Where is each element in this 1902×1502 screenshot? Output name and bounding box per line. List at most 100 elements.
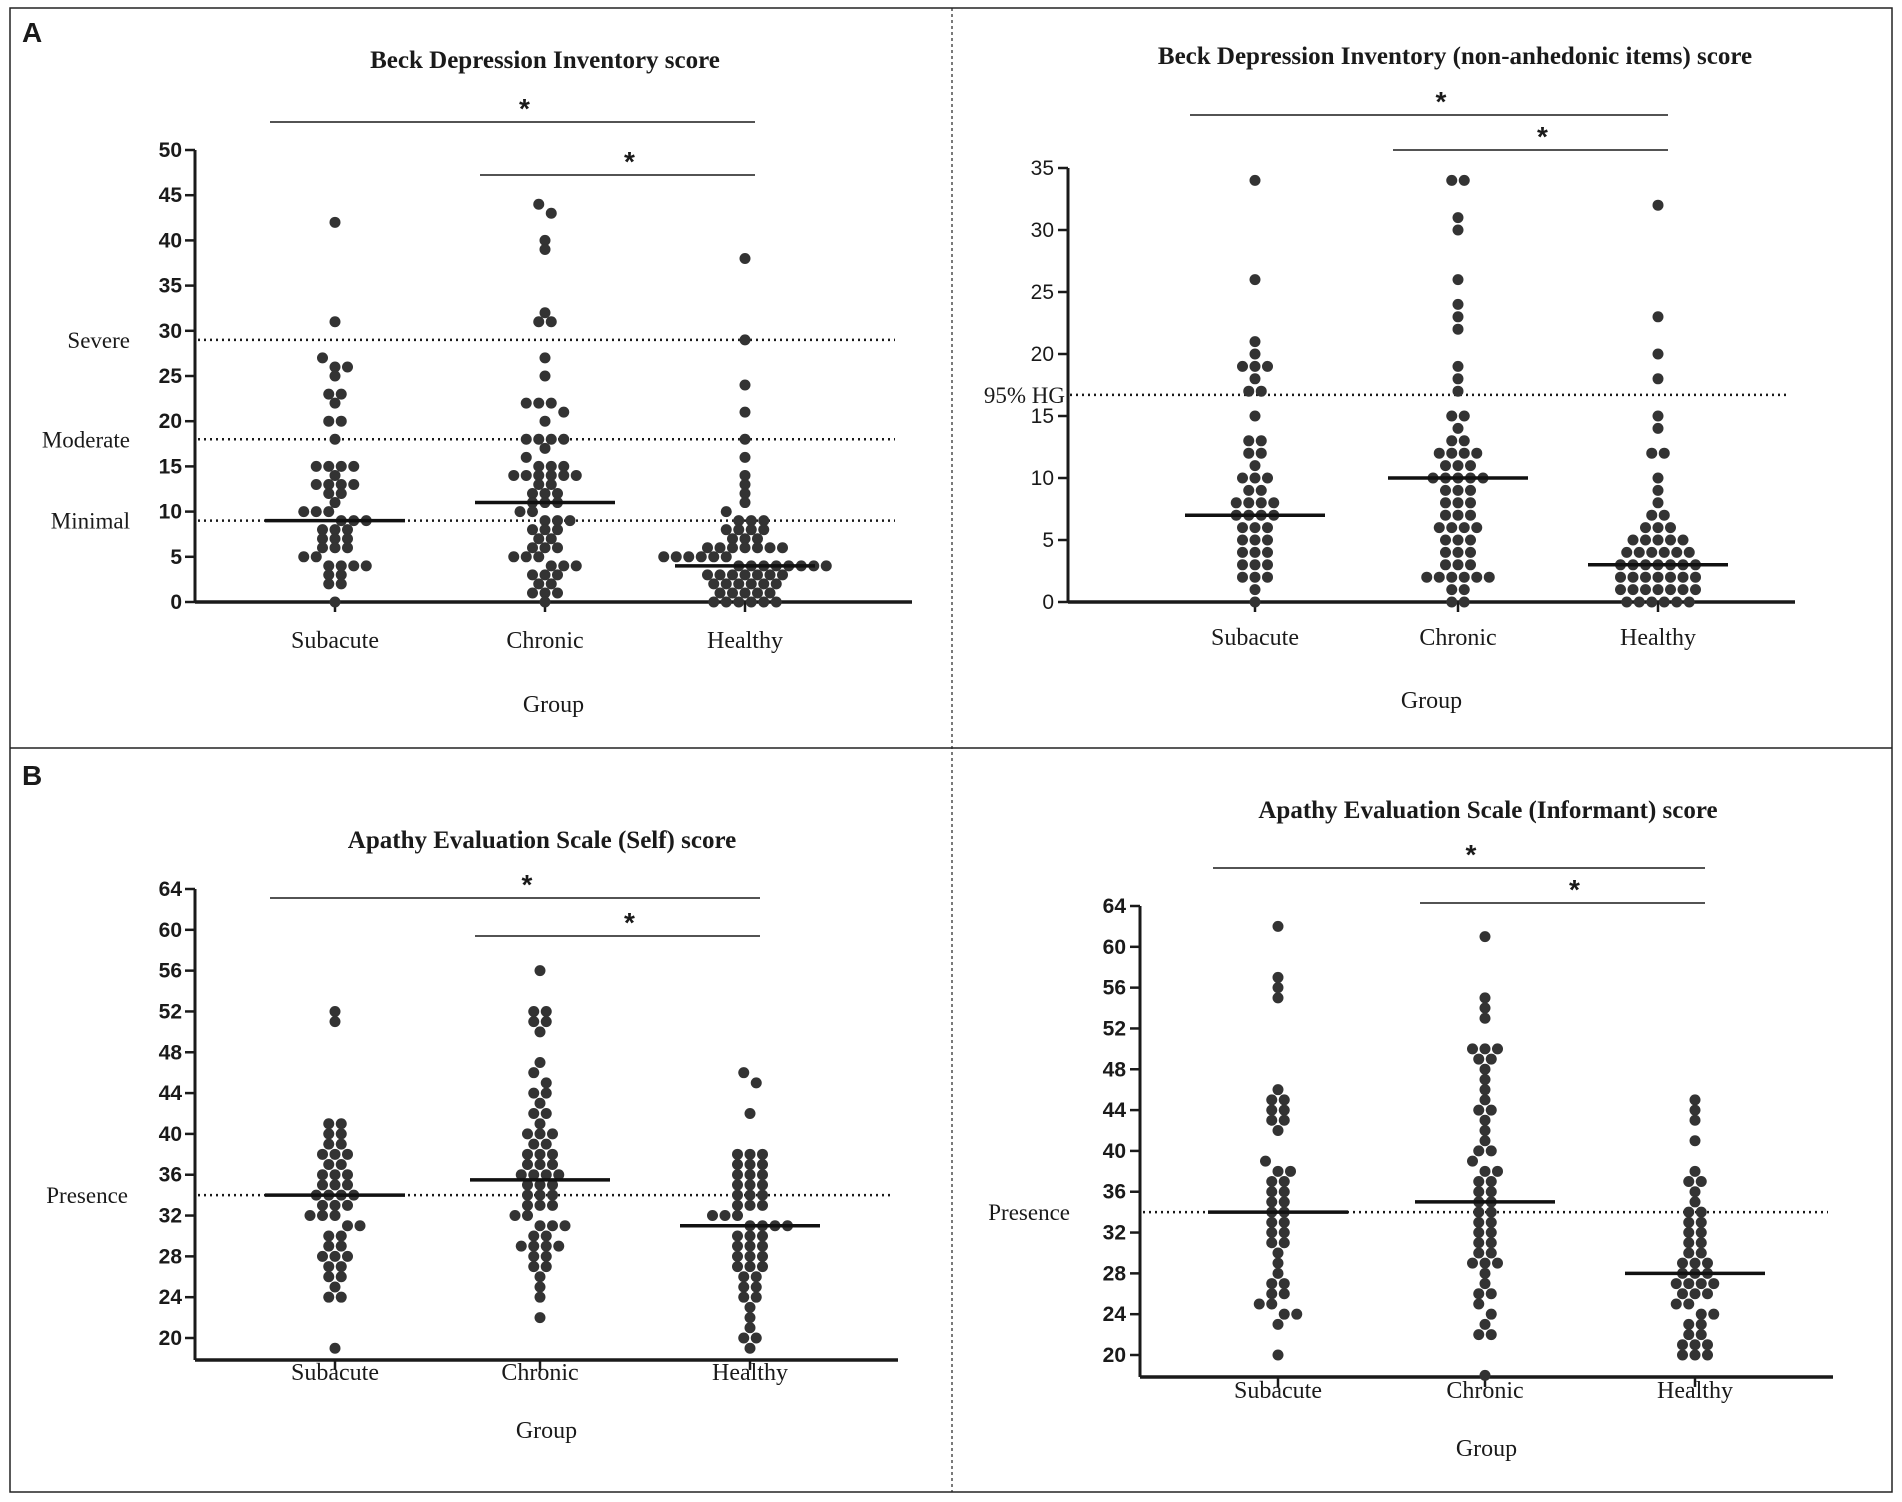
data-point: [323, 1128, 335, 1140]
data-point: [1485, 1053, 1497, 1065]
data-point: [540, 1240, 552, 1252]
data-point: [329, 1250, 341, 1262]
data-point: [533, 578, 545, 590]
data-point: [1652, 422, 1664, 434]
x-axis-label: Group: [516, 1418, 577, 1444]
data-point: [1702, 1257, 1713, 1269]
data-point: [1446, 447, 1458, 459]
data-point: [317, 1250, 328, 1262]
data-point: [522, 1199, 533, 1211]
data-point: [727, 569, 738, 581]
data-point: [539, 415, 551, 427]
data-point: [533, 198, 545, 210]
data-point: [658, 551, 670, 563]
data-point: [1278, 1196, 1290, 1208]
data-point: [1479, 1135, 1491, 1147]
data-point: [1615, 584, 1626, 596]
data-point: [323, 1240, 335, 1252]
chart-title: Apathy Evaluation Scale (Self) score: [348, 827, 736, 854]
y-tick-label: 10: [1031, 467, 1054, 490]
data-point: [342, 524, 353, 536]
data-point: [750, 1077, 762, 1089]
figure-frame: [9, 7, 1893, 1493]
significance-label: *: [522, 869, 533, 900]
data-point: [1683, 1318, 1695, 1330]
data-point: [1652, 311, 1664, 323]
data-point: [1452, 311, 1464, 323]
data-point: [545, 578, 557, 590]
data-point: [1278, 1216, 1290, 1228]
data-point: [732, 1240, 743, 1252]
data-point: [527, 542, 538, 554]
data-point: [317, 1169, 328, 1181]
data-point: [329, 1199, 341, 1211]
data-point: [750, 1291, 762, 1303]
data-point: [744, 1159, 756, 1171]
data-point: [670, 551, 682, 563]
data-point: [708, 578, 720, 590]
data-point: [1708, 1278, 1720, 1290]
data-point: [323, 478, 335, 490]
data-point: [777, 569, 788, 581]
data-point: [1452, 323, 1464, 335]
data-point: [520, 469, 532, 481]
data-point: [1249, 546, 1261, 558]
data-point: [1695, 1329, 1707, 1341]
data-point: [508, 551, 520, 563]
data-point: [1671, 546, 1683, 558]
data-point: [757, 1250, 768, 1262]
data-point: [534, 1159, 546, 1171]
data-point: [1452, 559, 1464, 571]
data-point: [1479, 931, 1491, 943]
data-point: [1266, 1288, 1278, 1300]
data-point: [1652, 484, 1664, 496]
data-point: [750, 1271, 762, 1283]
data-point: [1465, 534, 1476, 546]
y-tick-label: 5: [170, 546, 182, 569]
data-point: [752, 569, 763, 581]
data-point: [1483, 571, 1495, 583]
reference-line-label: 95% HG: [984, 383, 1065, 408]
data-point: [1237, 559, 1248, 571]
significance-label: *: [1537, 121, 1548, 152]
data-point: [547, 1148, 558, 1160]
y-tick-label: 64: [159, 878, 183, 901]
data-point: [533, 551, 545, 563]
x-axis-label: Group: [523, 692, 584, 718]
data-point: [1249, 410, 1261, 422]
data-point: [1433, 447, 1445, 459]
data-point: [1243, 484, 1255, 496]
data-point: [1467, 1155, 1478, 1167]
data-point: [727, 587, 738, 599]
data-point: [1266, 1227, 1278, 1239]
data-point: [1646, 546, 1658, 558]
data-point: [534, 1199, 546, 1211]
data-point: [329, 433, 341, 445]
y-tick-label: 32: [1103, 1222, 1126, 1245]
data-point: [342, 1169, 353, 1181]
data-point: [732, 1199, 743, 1211]
data-point: [1665, 584, 1676, 596]
data-point: [1695, 1216, 1707, 1228]
data-point: [539, 352, 551, 364]
data-point: [317, 1199, 328, 1211]
data-point: [564, 515, 576, 527]
data-point: [733, 524, 745, 536]
data-point: [1689, 1288, 1701, 1300]
data-point: [1652, 410, 1664, 422]
data-point: [540, 1261, 552, 1273]
data-point: [1249, 571, 1261, 583]
data-point: [702, 569, 713, 581]
data-point: [534, 1056, 546, 1068]
data-point: [1440, 534, 1451, 546]
y-tick-label: 30: [1031, 219, 1054, 242]
data-point: [1253, 1298, 1265, 1310]
data-point: [1440, 497, 1451, 509]
y-tick-label: 45: [159, 184, 183, 207]
data-point: [335, 560, 347, 572]
data-point: [1652, 584, 1664, 596]
data-point: [329, 1148, 341, 1160]
data-point: [528, 1067, 540, 1079]
data-point: [1485, 1104, 1497, 1116]
data-point: [317, 1148, 328, 1160]
